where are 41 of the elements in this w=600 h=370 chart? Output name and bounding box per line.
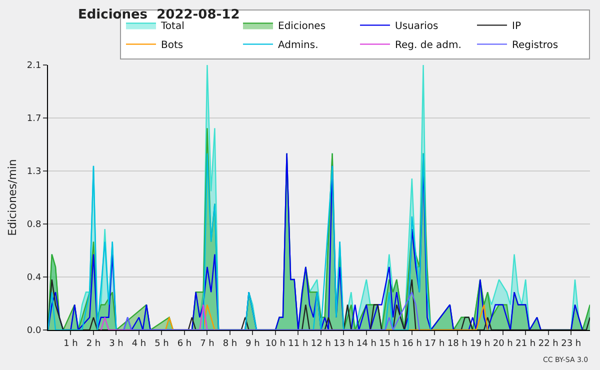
legend-label: Total	[160, 21, 184, 32]
x-tick-label: 1 h	[64, 338, 78, 349]
legend-label: Usuarios	[395, 21, 438, 32]
x-tick-label: 21 h	[516, 338, 536, 349]
chart-title: Ediciones 2022-08-12	[78, 7, 240, 22]
x-tick-label: 15 h	[379, 338, 400, 349]
x-tick-label: 3 h	[109, 338, 124, 349]
legend-label: Reg. de adm.	[395, 40, 462, 52]
legend-label: Ediciones	[278, 21, 326, 32]
x-tick-label: 11 h	[288, 338, 308, 349]
x-tick-label: 20 h	[492, 338, 513, 349]
x-tick-label: 17 h	[424, 338, 445, 349]
legend-label: IP	[512, 21, 521, 32]
x-tick-label: 5 h	[154, 338, 169, 349]
y-tick-label: 2.1	[26, 61, 42, 72]
y-tick-label: 1.3	[26, 167, 42, 178]
legend-label: Bots	[161, 40, 184, 52]
x-tick-label: 18 h	[447, 338, 468, 349]
x-tick-label: 13 h	[334, 338, 354, 349]
line-series	[123, 292, 420, 330]
y-tick-label: 0.0	[26, 326, 42, 336]
x-tick-label: 22 h	[538, 338, 558, 349]
x-tick-label: 10 h	[265, 338, 286, 349]
y-tick-label: 1.7	[26, 114, 42, 124]
x-tick-label: 8 h	[222, 338, 238, 349]
x-tick-label: 4 h	[132, 338, 146, 349]
y-tick-label: 0.8	[26, 220, 42, 230]
x-tick-label: 23 h	[561, 338, 582, 349]
x-tick-label: 16 h	[402, 338, 422, 349]
line-series	[48, 152, 432, 330]
x-tick-label: 6 h	[177, 338, 192, 349]
x-tick-label: 2 h	[86, 338, 101, 349]
x-tick-label: 14 h	[356, 338, 376, 349]
y-tick-label: 0.4	[26, 273, 42, 284]
x-tick-label: 7 h	[200, 338, 214, 349]
legend-label: Admins.	[278, 40, 318, 52]
x-tick-label: 12 h	[310, 338, 331, 349]
y-axis-title: Ediciones/min	[6, 159, 19, 236]
x-tick-label: 9 h	[246, 338, 260, 349]
legend-label: Registros	[512, 40, 558, 52]
x-tick-label: 19 h	[470, 338, 490, 349]
